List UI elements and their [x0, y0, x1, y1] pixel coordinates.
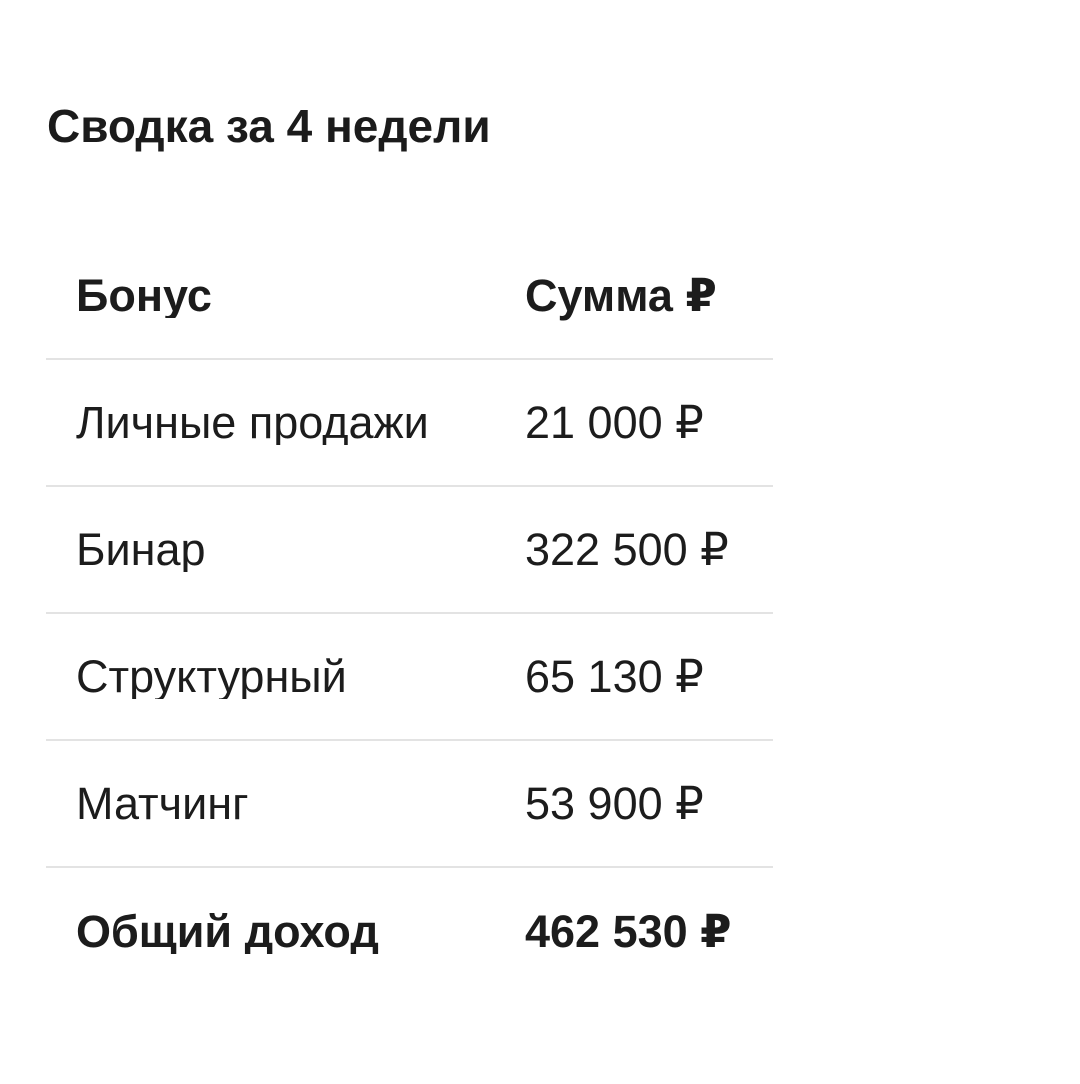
- bonus-amount: 322 500 ₽: [525, 524, 729, 575]
- bonus-amount: 65 130 ₽: [525, 651, 704, 702]
- table-row-binary: Бинар 322 500 ₽: [46, 487, 773, 614]
- bonus-amount: 53 900 ₽: [525, 778, 704, 829]
- bonus-amount: 21 000 ₽: [525, 397, 704, 448]
- bonus-label: Матчинг: [76, 781, 249, 826]
- page-title: Сводка за 4 недели: [47, 100, 491, 152]
- table-row-personal-sales: Личные продажи 21 000 ₽: [46, 360, 773, 487]
- total-label: Общий доход: [76, 909, 379, 954]
- table-header-row: Бонус Сумма ₽: [46, 233, 773, 360]
- total-amount: 462 530 ₽: [525, 906, 732, 957]
- table-row-total-income: Общий доход 462 530 ₽: [46, 868, 773, 995]
- bonus-label: Личные продажи: [76, 400, 429, 445]
- table-row-structural: Структурный 65 130 ₽: [46, 614, 773, 741]
- column-header-amount: Сумма ₽: [525, 270, 717, 321]
- bonus-label: Бинар: [76, 527, 206, 572]
- bonus-label: Структурный: [76, 654, 347, 699]
- bonus-summary-table: Бонус Сумма ₽ Личные продажи 21 000 ₽ Би…: [46, 233, 773, 995]
- table-row-matching: Матчинг 53 900 ₽: [46, 741, 773, 868]
- column-header-bonus: Бонус: [76, 273, 212, 318]
